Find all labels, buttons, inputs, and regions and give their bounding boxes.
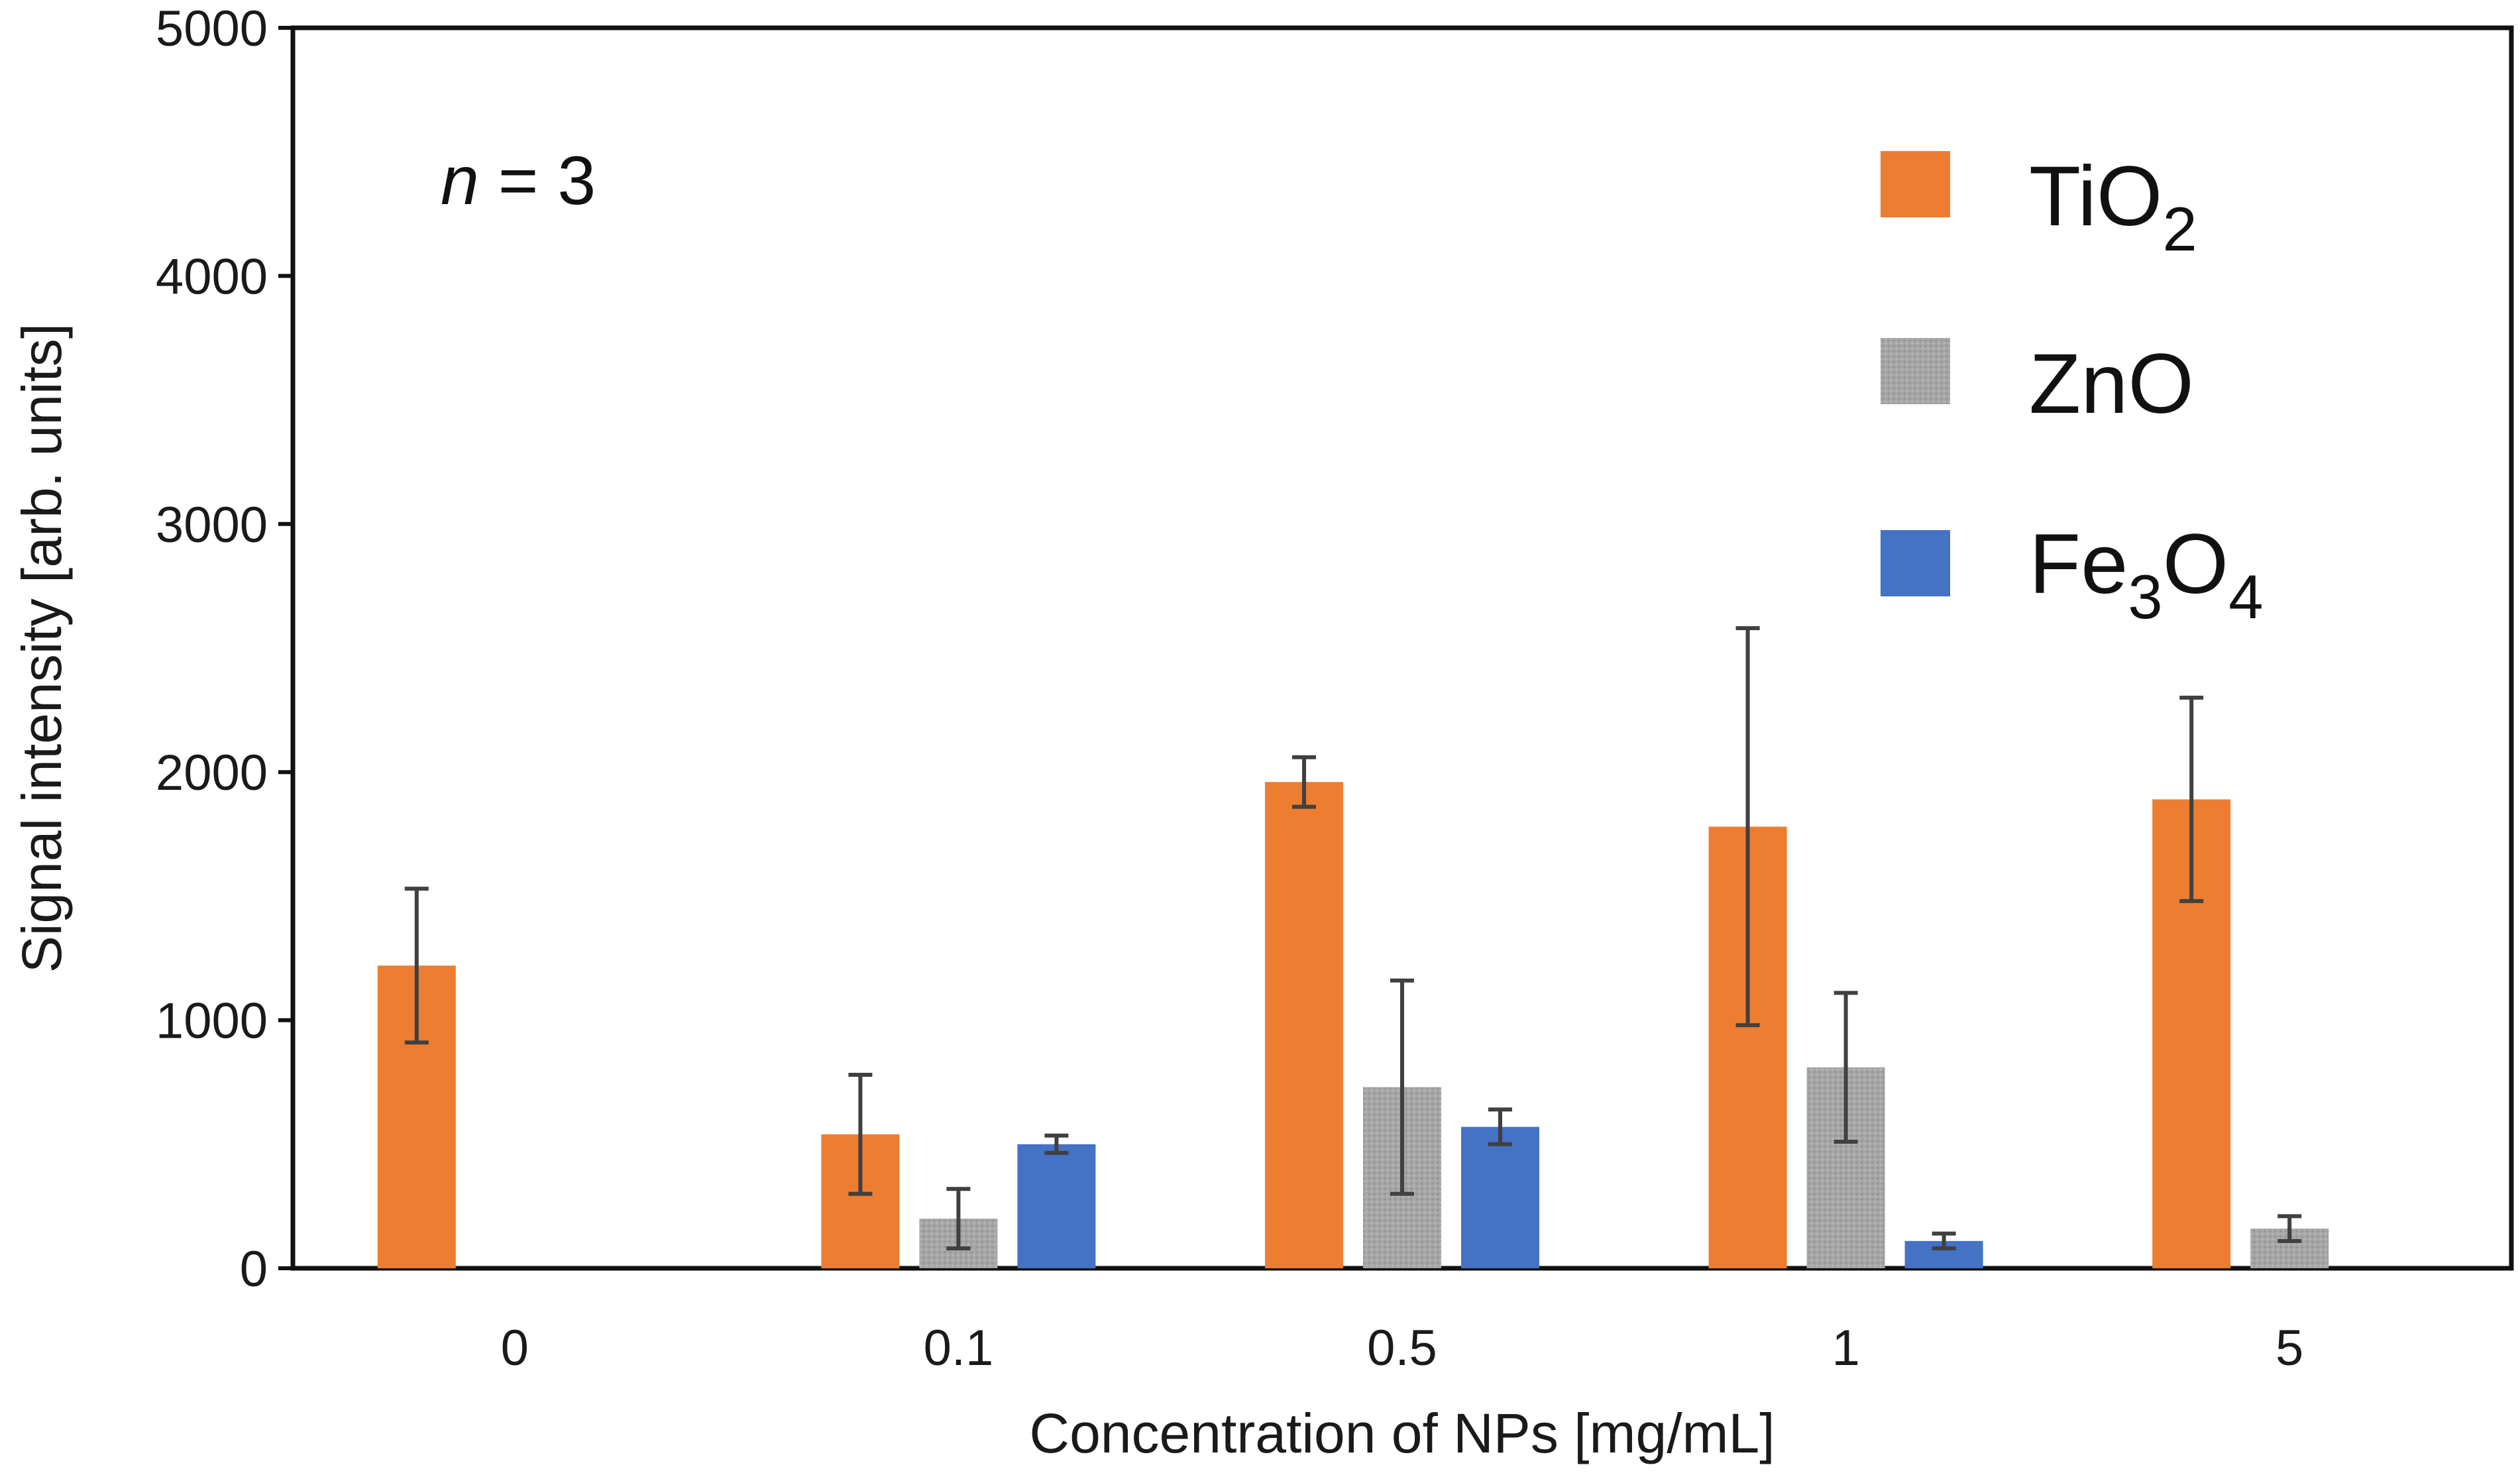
sample-size-value: = 3 [479,142,596,219]
y-axis-title: Signal intensity [arb. units] [11,323,73,973]
x-axis: 0 0.1 0.5 1 5 [501,1320,2304,1376]
y-tick-label: 1000 [156,993,268,1050]
y-tick-label: 4000 [156,248,268,305]
x-tick-label: 1 [1832,1320,1859,1376]
sample-size-n: n [441,142,479,219]
legend-label-zno: ZnO [2029,337,2194,431]
y-tick-label: 5000 [156,1,268,57]
sample-size-annotation: n = 3 [441,142,596,219]
legend-label-tio2: TiO2 [2029,149,2197,264]
legend-label-fe3o4: Fe3O4 [2029,517,2264,631]
legend-swatch-tio2 [1881,151,1950,217]
bar-tio2-0_5 [1265,782,1343,1268]
x-tick-label: 0.5 [1367,1320,1437,1376]
y-tick-label: 0 [240,1241,268,1297]
x-tick-label: 0.1 [924,1320,994,1376]
legend-swatch-zno [1881,338,1950,404]
x-axis-title: Concentration of NPs [mg/mL] [1029,1402,1775,1464]
bar-fe3o4-0_1 [1017,1144,1096,1268]
legend: TiO2 ZnO Fe3O4 [1881,149,2264,631]
bar-fe3o4-0_5 [1461,1126,1539,1268]
y-tick-label: 3000 [156,497,268,553]
legend-swatch-fe3o4 [1881,530,1950,596]
x-tick-label: 5 [2275,1320,2303,1376]
x-tick-label: 0 [501,1320,529,1376]
y-tick-label: 2000 [156,745,268,801]
y-axis: 0 1000 2000 3000 4000 5000 [156,1,293,1297]
bars-group [377,782,2329,1268]
error-bars-group [404,626,2302,1251]
